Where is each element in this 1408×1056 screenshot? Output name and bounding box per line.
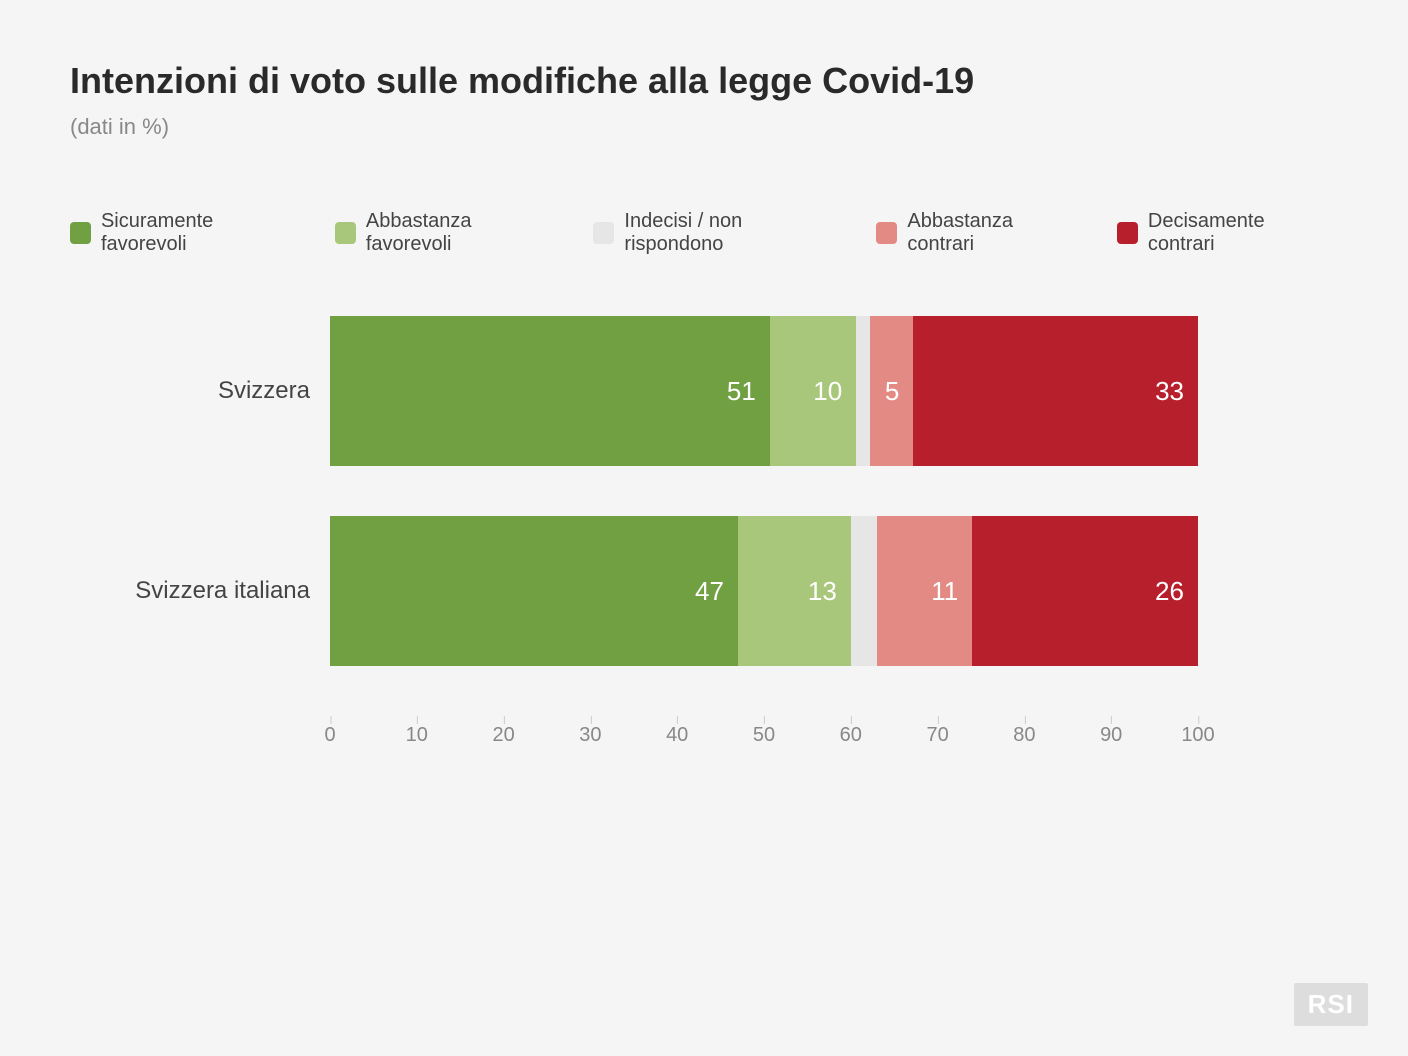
chart-area: Svizzera5110533 Svizzera italiana47131126… (330, 316, 1198, 756)
legend-swatch (1117, 222, 1138, 244)
x-tick-label: 90 (1100, 724, 1122, 746)
legend-swatch (876, 222, 897, 244)
legend-label: Abbastanza contrari (907, 210, 1077, 256)
bar-row: Svizzera italiana47131126 (330, 516, 1198, 666)
bar-segment: 5 (870, 316, 913, 466)
bar-segment: 10 (770, 316, 856, 466)
x-tick-label: 30 (579, 724, 601, 746)
bar-segment (856, 316, 870, 466)
x-tick-label: 60 (840, 724, 862, 746)
category-label: Svizzera (50, 377, 310, 405)
x-tick-label: 10 (406, 724, 428, 746)
chart-title: Intenzioni di voto sulle modifiche alla … (70, 60, 1328, 102)
x-tick-label: 50 (753, 724, 775, 746)
x-tick-label: 20 (492, 724, 514, 746)
x-tick-line (590, 716, 591, 724)
x-tick-line (1024, 716, 1025, 724)
x-tick-line (1111, 716, 1112, 724)
category-label: Svizzera italiana (50, 577, 310, 605)
x-tick: 20 (492, 724, 514, 747)
stacked-bar: 47131126 (330, 516, 1198, 666)
bar-row: Svizzera5110533 (330, 316, 1198, 466)
bar-segment (851, 516, 877, 666)
x-tick-line (938, 716, 939, 724)
stacked-bar: 5110533 (330, 316, 1198, 466)
x-tick: 100 (1181, 724, 1214, 747)
legend-item: Indecisi / non rispondono (593, 210, 836, 256)
legend-swatch (70, 222, 91, 244)
bar-segment: 11 (877, 516, 972, 666)
x-tick-label: 70 (926, 724, 948, 746)
x-axis: 0102030405060708090100 (330, 716, 1198, 756)
x-tick: 0 (324, 724, 335, 747)
bar-segment: 13 (738, 516, 851, 666)
x-tick: 50 (753, 724, 775, 747)
bar-segment: 51 (330, 316, 770, 466)
x-tick-line (417, 716, 418, 724)
chart-subtitle: (dati in %) (70, 114, 1328, 140)
x-tick-label: 80 (1013, 724, 1035, 746)
legend-swatch (335, 222, 356, 244)
legend-label: Sicuramente favorevoli (101, 210, 295, 256)
legend: Sicuramente favorevoli Abbastanza favorev… (70, 210, 1328, 256)
x-tick-line (1198, 716, 1199, 724)
x-tick: 60 (840, 724, 862, 747)
x-tick-line (330, 716, 331, 724)
legend-item: Abbastanza favorevoli (335, 210, 554, 256)
x-tick: 10 (406, 724, 428, 747)
x-tick-line (851, 716, 852, 724)
legend-label: Abbastanza favorevoli (366, 210, 554, 256)
bar-segment: 47 (330, 516, 738, 666)
x-tick-label: 0 (324, 724, 335, 746)
x-tick: 40 (666, 724, 688, 747)
x-tick: 90 (1100, 724, 1122, 747)
legend-swatch (593, 222, 614, 244)
bar-segment: 26 (972, 516, 1198, 666)
legend-label: Decisamente contrari (1148, 210, 1328, 256)
legend-item: Sicuramente favorevoli (70, 210, 295, 256)
x-tick-line (764, 716, 765, 724)
x-tick-line (677, 716, 678, 724)
bar-segment: 33 (913, 316, 1198, 466)
legend-item: Abbastanza contrari (876, 210, 1077, 256)
legend-label: Indecisi / non rispondono (624, 210, 836, 256)
x-tick-label: 100 (1181, 724, 1214, 746)
x-tick: 70 (926, 724, 948, 747)
legend-item: Decisamente contrari (1117, 210, 1328, 256)
x-tick-line (504, 716, 505, 724)
x-tick: 30 (579, 724, 601, 747)
logo-badge: RSI (1294, 983, 1368, 1026)
x-tick-label: 40 (666, 724, 688, 746)
x-tick: 80 (1013, 724, 1035, 747)
